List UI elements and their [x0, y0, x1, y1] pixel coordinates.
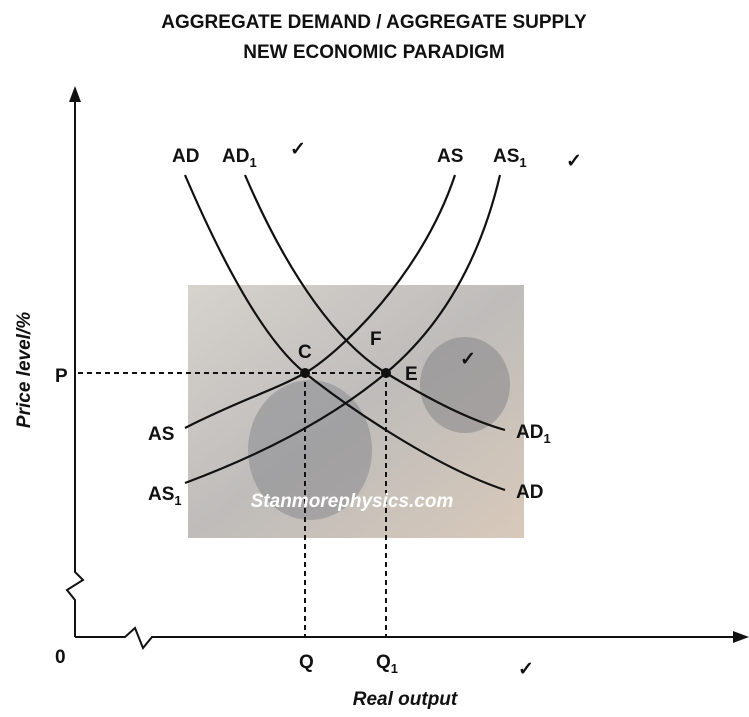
- point-label: F: [370, 329, 382, 350]
- label-sub: 1: [249, 155, 256, 170]
- as-curve: [184, 174, 457, 429]
- label-sub: 1: [543, 431, 550, 446]
- p-label: P: [55, 366, 68, 387]
- watermark: Stanmorephysics.com: [251, 491, 454, 512]
- curve-label: AD1: [222, 146, 257, 170]
- check-mark: ✓: [290, 139, 306, 160]
- label-sub: 1: [519, 155, 526, 170]
- label-main: AD: [516, 422, 543, 443]
- label-main: AD: [222, 146, 249, 167]
- curve-label: AS1: [148, 484, 182, 508]
- origin-label: 0: [55, 647, 66, 668]
- label-main: Q: [376, 652, 391, 673]
- q-label: Q: [299, 652, 314, 673]
- title: AGGREGATE DEMAND / AGGREGATE SUPPLY: [161, 12, 587, 33]
- label-main: AS: [148, 484, 174, 505]
- x-axis: [75, 626, 735, 650]
- curve-label: AS1: [493, 146, 527, 170]
- ad1-curve: [243, 174, 506, 432]
- x-axis-label: Real output: [353, 689, 458, 710]
- point-label: E: [405, 364, 418, 385]
- curve-label: AS: [437, 146, 463, 167]
- check-mark: ✓: [566, 151, 582, 172]
- check-mark: ✓: [518, 659, 534, 680]
- photo-vase: [420, 337, 510, 433]
- q1-label: Q1: [376, 652, 398, 676]
- curve-label: AS: [148, 424, 174, 445]
- check-mark: ✓: [460, 349, 476, 370]
- point-c: [300, 368, 310, 378]
- x-arrow: [733, 631, 749, 643]
- curve-label: AD1: [516, 422, 551, 446]
- y-arrow: [69, 86, 81, 102]
- label-sub: 1: [391, 661, 398, 676]
- y-axis-label: Price level/%: [14, 312, 35, 428]
- point-e: [381, 368, 391, 378]
- label-main: AS: [493, 146, 519, 167]
- photo-vase: [248, 380, 372, 520]
- point-label: C: [298, 342, 312, 363]
- curve-label: AD: [172, 146, 199, 167]
- title: NEW ECONOMIC PARADIGM: [243, 42, 504, 63]
- curve-label: AD: [516, 482, 543, 503]
- y-axis: [65, 100, 85, 637]
- label-sub: 1: [174, 493, 181, 508]
